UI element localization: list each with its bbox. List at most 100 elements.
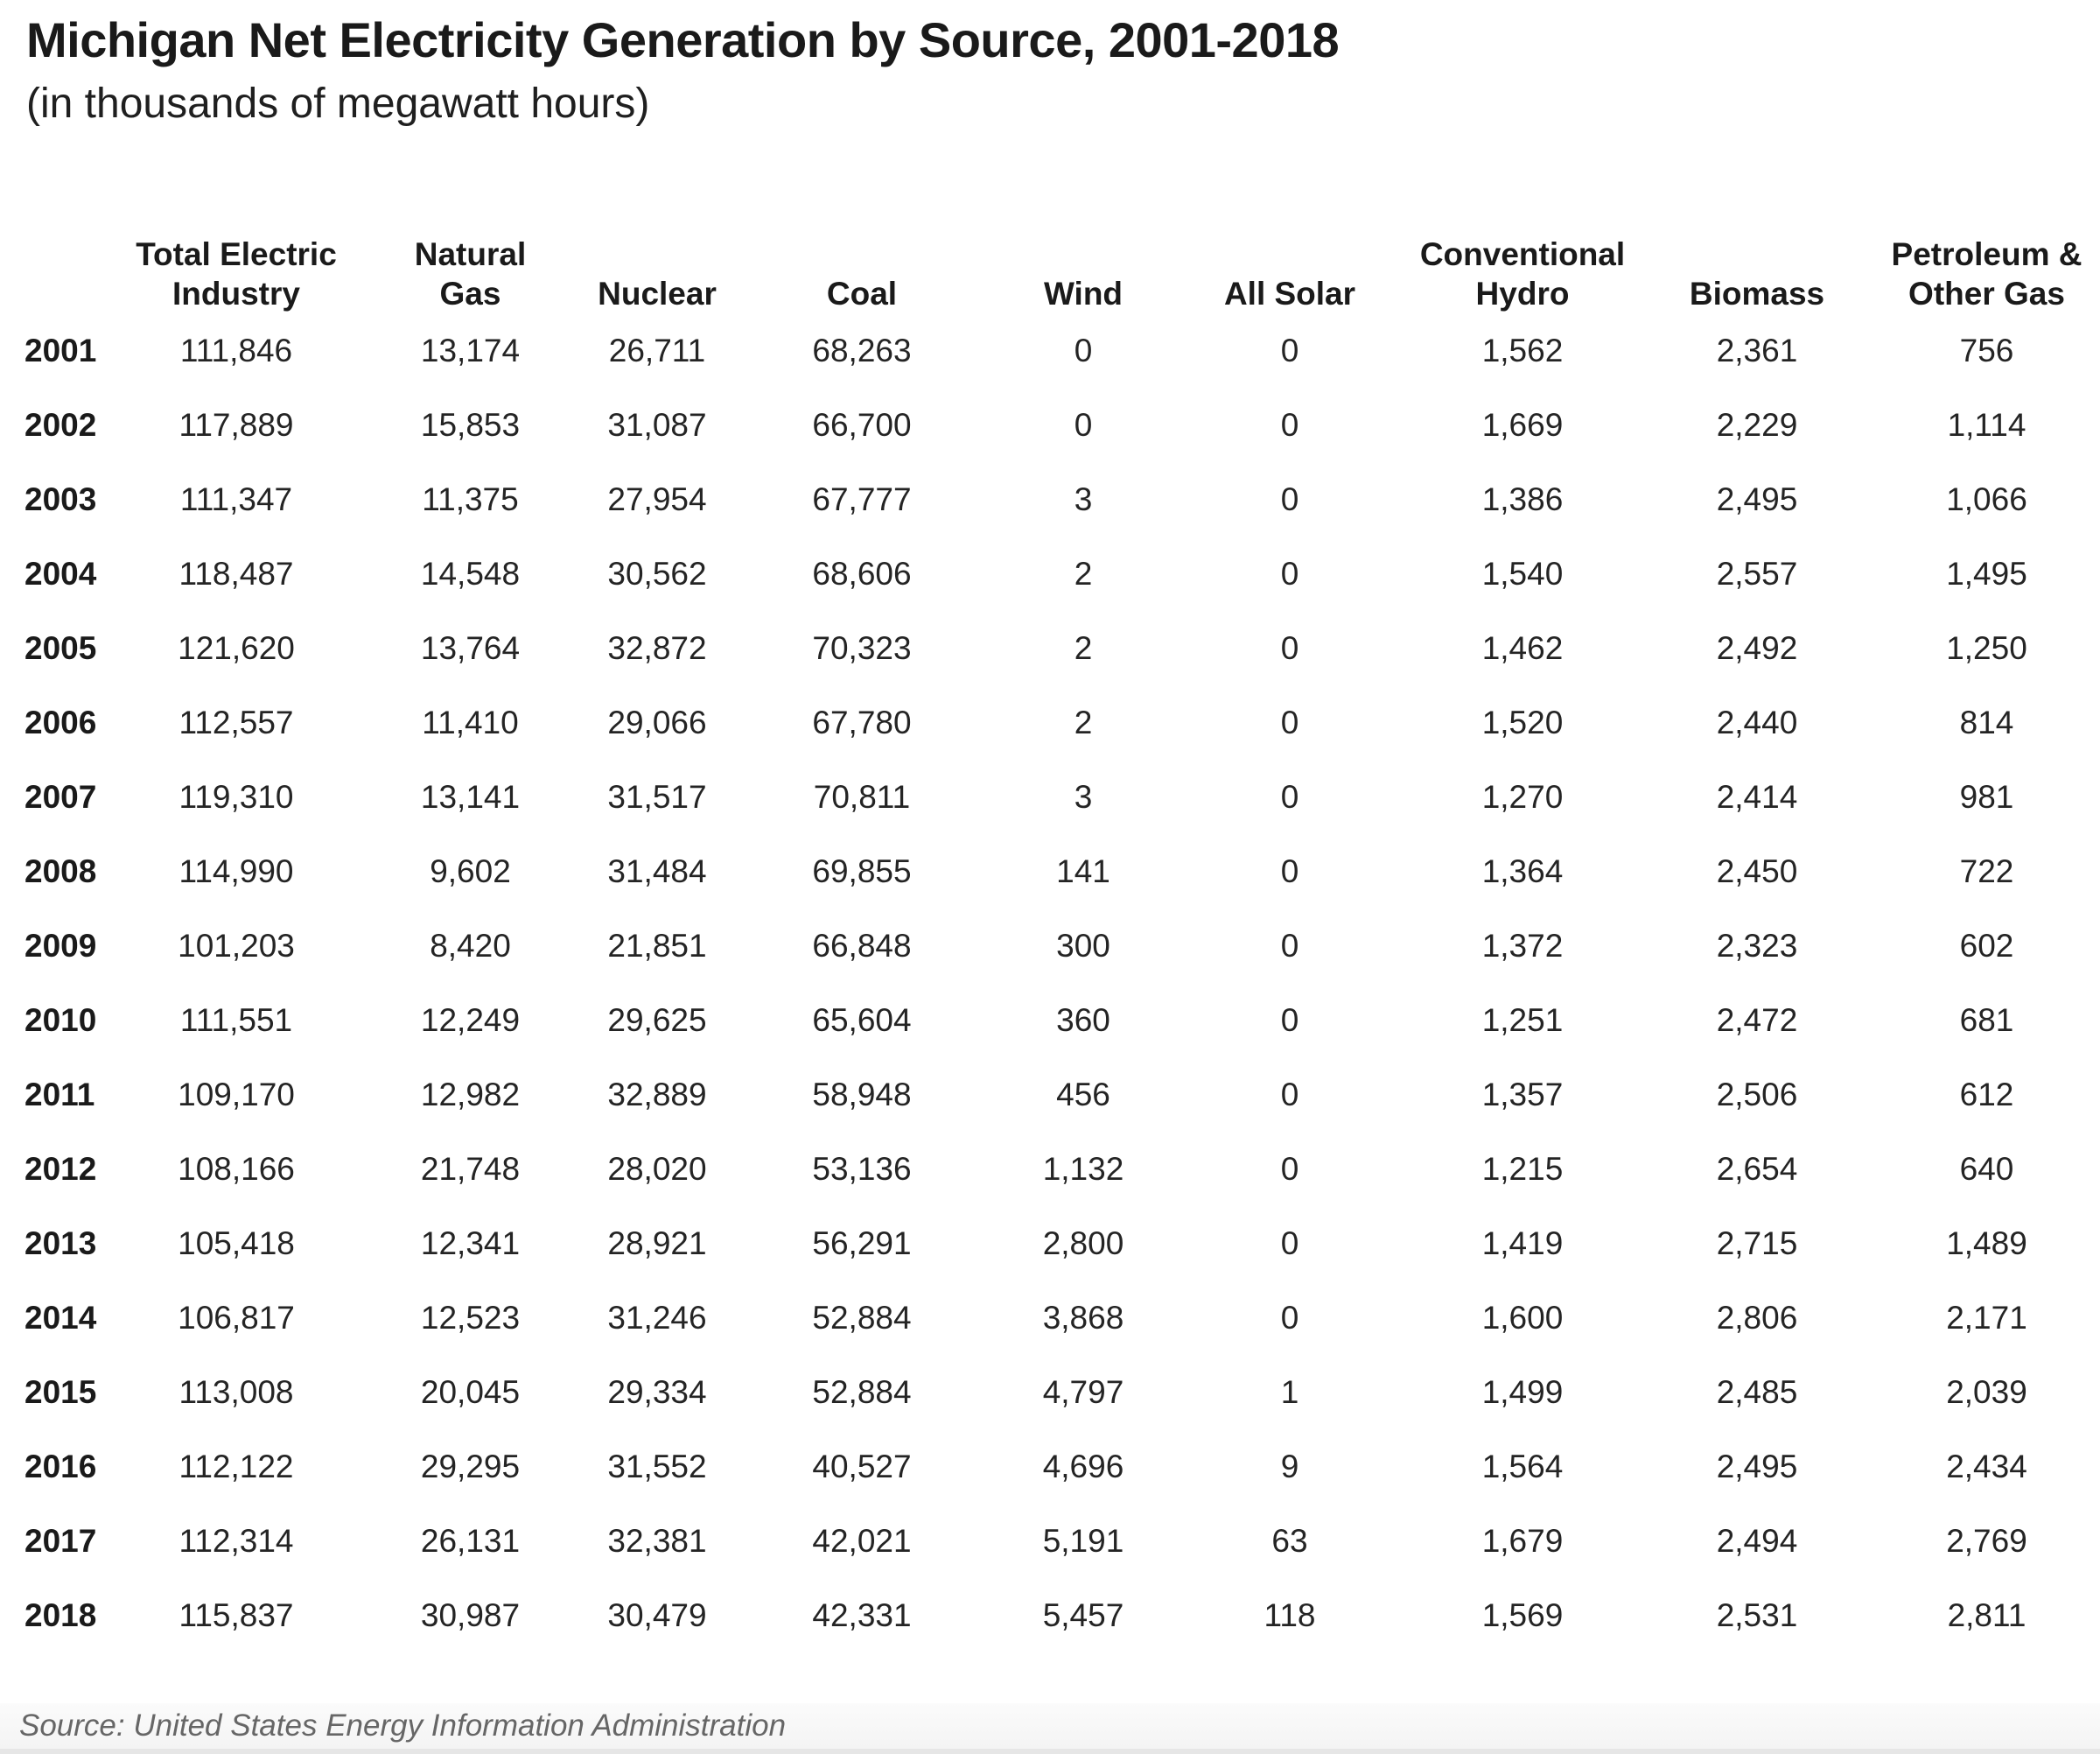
table-row: 2009 101,203 8,420 21,851 66,848 300 0 1,372 2,3…: [0, 909, 2100, 983]
value-cell: 112,557: [178, 704, 294, 740]
year-cell: 2012: [24, 1150, 97, 1187]
value-cell: 1,357: [1481, 1076, 1564, 1112]
column-header: Total Electric Industry: [136, 235, 337, 312]
table-row: 2003 111,347 11,375 27,954 67,777 3 0 1,386 2,49…: [0, 462, 2100, 537]
value-cell: 67,780: [812, 704, 912, 740]
year-cell: 2005: [24, 629, 97, 666]
value-cell: 106,817: [178, 1299, 295, 1336]
value-cell: 0: [1074, 332, 1093, 368]
value-cell: 1,562: [1481, 332, 1564, 368]
value-cell: 2,414: [1716, 778, 1798, 815]
value-cell: 1,251: [1481, 1001, 1564, 1038]
value-cell: 1,564: [1481, 1448, 1564, 1484]
value-cell: 32,889: [607, 1076, 707, 1112]
value-cell: 300: [1056, 927, 1110, 964]
value-cell: 0: [1280, 629, 1299, 666]
table-row: 2011 109,170 12,982 32,889 58,948 456 0 1,357 2,…: [0, 1057, 2100, 1132]
value-cell: 1,386: [1481, 481, 1564, 517]
value-cell: 109,170: [178, 1076, 295, 1112]
year-cell: 2002: [24, 406, 97, 443]
value-cell: 114,990: [178, 852, 294, 889]
table-row: 2017 112,314 26,131 32,381 42,021 5,191 63 1,67…: [0, 1504, 2100, 1578]
value-cell: 0: [1280, 704, 1299, 740]
value-cell: 12,341: [420, 1224, 521, 1261]
value-cell: 31,552: [607, 1448, 707, 1484]
value-cell: 2,557: [1716, 555, 1798, 592]
value-cell: 21,748: [420, 1150, 521, 1187]
value-cell: 119,310: [178, 778, 294, 815]
table-header-row: Total Electric Industry Natural Gas Nuclear C…: [0, 151, 2100, 313]
year-cell: 2015: [24, 1373, 97, 1410]
column-header: Wind: [1043, 276, 1124, 312]
value-cell: 67,777: [812, 481, 912, 517]
value-cell: 8,420: [430, 927, 511, 964]
value-cell: 29,334: [607, 1373, 707, 1410]
value-cell: 0: [1280, 1001, 1299, 1038]
value-cell: 0: [1280, 406, 1299, 443]
table-row: 2006 112,557 11,410 29,066 67,780 2 0 1,520 2,44…: [0, 685, 2100, 760]
value-cell: 56,291: [812, 1224, 912, 1261]
year-cell: 2018: [24, 1596, 97, 1633]
year-cell: 2007: [24, 778, 97, 815]
value-cell: 112,314: [178, 1522, 294, 1559]
value-cell: 360: [1056, 1001, 1110, 1038]
year-cell: 2004: [24, 555, 97, 592]
value-cell: 31,484: [607, 852, 707, 889]
column-header: All Solar: [1223, 276, 1356, 312]
value-cell: 112,122: [178, 1448, 294, 1484]
year-cell: 2001: [24, 332, 97, 368]
value-cell: 30,987: [420, 1596, 521, 1633]
value-cell: 13,141: [420, 778, 521, 815]
value-cell: 2,715: [1716, 1224, 1798, 1261]
value-cell: 28,020: [607, 1150, 707, 1187]
value-cell: 141: [1056, 852, 1110, 889]
value-cell: 26,711: [608, 332, 706, 368]
value-cell: 2,506: [1716, 1076, 1798, 1112]
value-cell: 2,440: [1716, 704, 1798, 740]
value-cell: 27,954: [607, 481, 707, 517]
table-row: 2010 111,551 12,249 29,625 65,604 360 0 1,251 2,…: [0, 983, 2100, 1057]
value-cell: 4,696: [1042, 1448, 1124, 1484]
value-cell: 58,948: [812, 1076, 912, 1112]
value-cell: 117,889: [178, 406, 294, 443]
value-cell: 456: [1056, 1076, 1110, 1112]
value-cell: 2,434: [1946, 1448, 2027, 1484]
table-row: 2008 114,990 9,602 31,484 69,855 141 0 1,364 2,4…: [0, 834, 2100, 909]
value-cell: 0: [1280, 927, 1299, 964]
table-row: 2005 121,620 13,764 32,872 70,323 2 0 1,462 2,49…: [0, 611, 2100, 685]
value-cell: 4,797: [1042, 1373, 1124, 1410]
column-header: Nuclear: [598, 276, 717, 312]
value-cell: 2,323: [1716, 927, 1798, 964]
value-cell: 52,884: [812, 1299, 912, 1336]
value-cell: 0: [1280, 481, 1299, 517]
column-header-year: [0, 151, 114, 313]
value-cell: 1: [1280, 1373, 1299, 1410]
value-cell: 1,364: [1481, 852, 1564, 889]
table-row: 2018 115,837 30,987 30,479 42,331 5,457 118 1,5…: [0, 1578, 2100, 1652]
value-cell: 12,249: [420, 1001, 521, 1038]
value-cell: 2: [1074, 704, 1093, 740]
value-cell: 1,114: [1947, 406, 2026, 443]
value-cell: 29,066: [607, 704, 707, 740]
value-cell: 65,604: [812, 1001, 912, 1038]
value-cell: 1,520: [1481, 704, 1564, 740]
value-cell: 31,517: [607, 778, 707, 815]
value-cell: 28,921: [607, 1224, 707, 1261]
value-cell: 5,191: [1042, 1522, 1124, 1559]
value-cell: 722: [1959, 852, 2014, 889]
value-cell: 14,548: [420, 555, 521, 592]
value-cell: 2,531: [1716, 1596, 1798, 1633]
table-row: 2001 111,846 13,174 26,711 68,263 0 0 1,562 2,36…: [0, 313, 2100, 388]
value-cell: 2,485: [1716, 1373, 1798, 1410]
value-cell: 981: [1959, 778, 2014, 815]
value-cell: 602: [1959, 927, 2014, 964]
value-cell: 2,495: [1716, 1448, 1798, 1484]
value-cell: 68,263: [812, 332, 912, 368]
value-cell: 5,457: [1042, 1596, 1124, 1633]
value-cell: 2,800: [1042, 1224, 1124, 1261]
source-text: Source: United States Energy Information…: [19, 1708, 787, 1743]
value-cell: 69,855: [812, 852, 912, 889]
year-cell: 2011: [24, 1076, 95, 1112]
value-cell: 12,982: [420, 1076, 521, 1112]
